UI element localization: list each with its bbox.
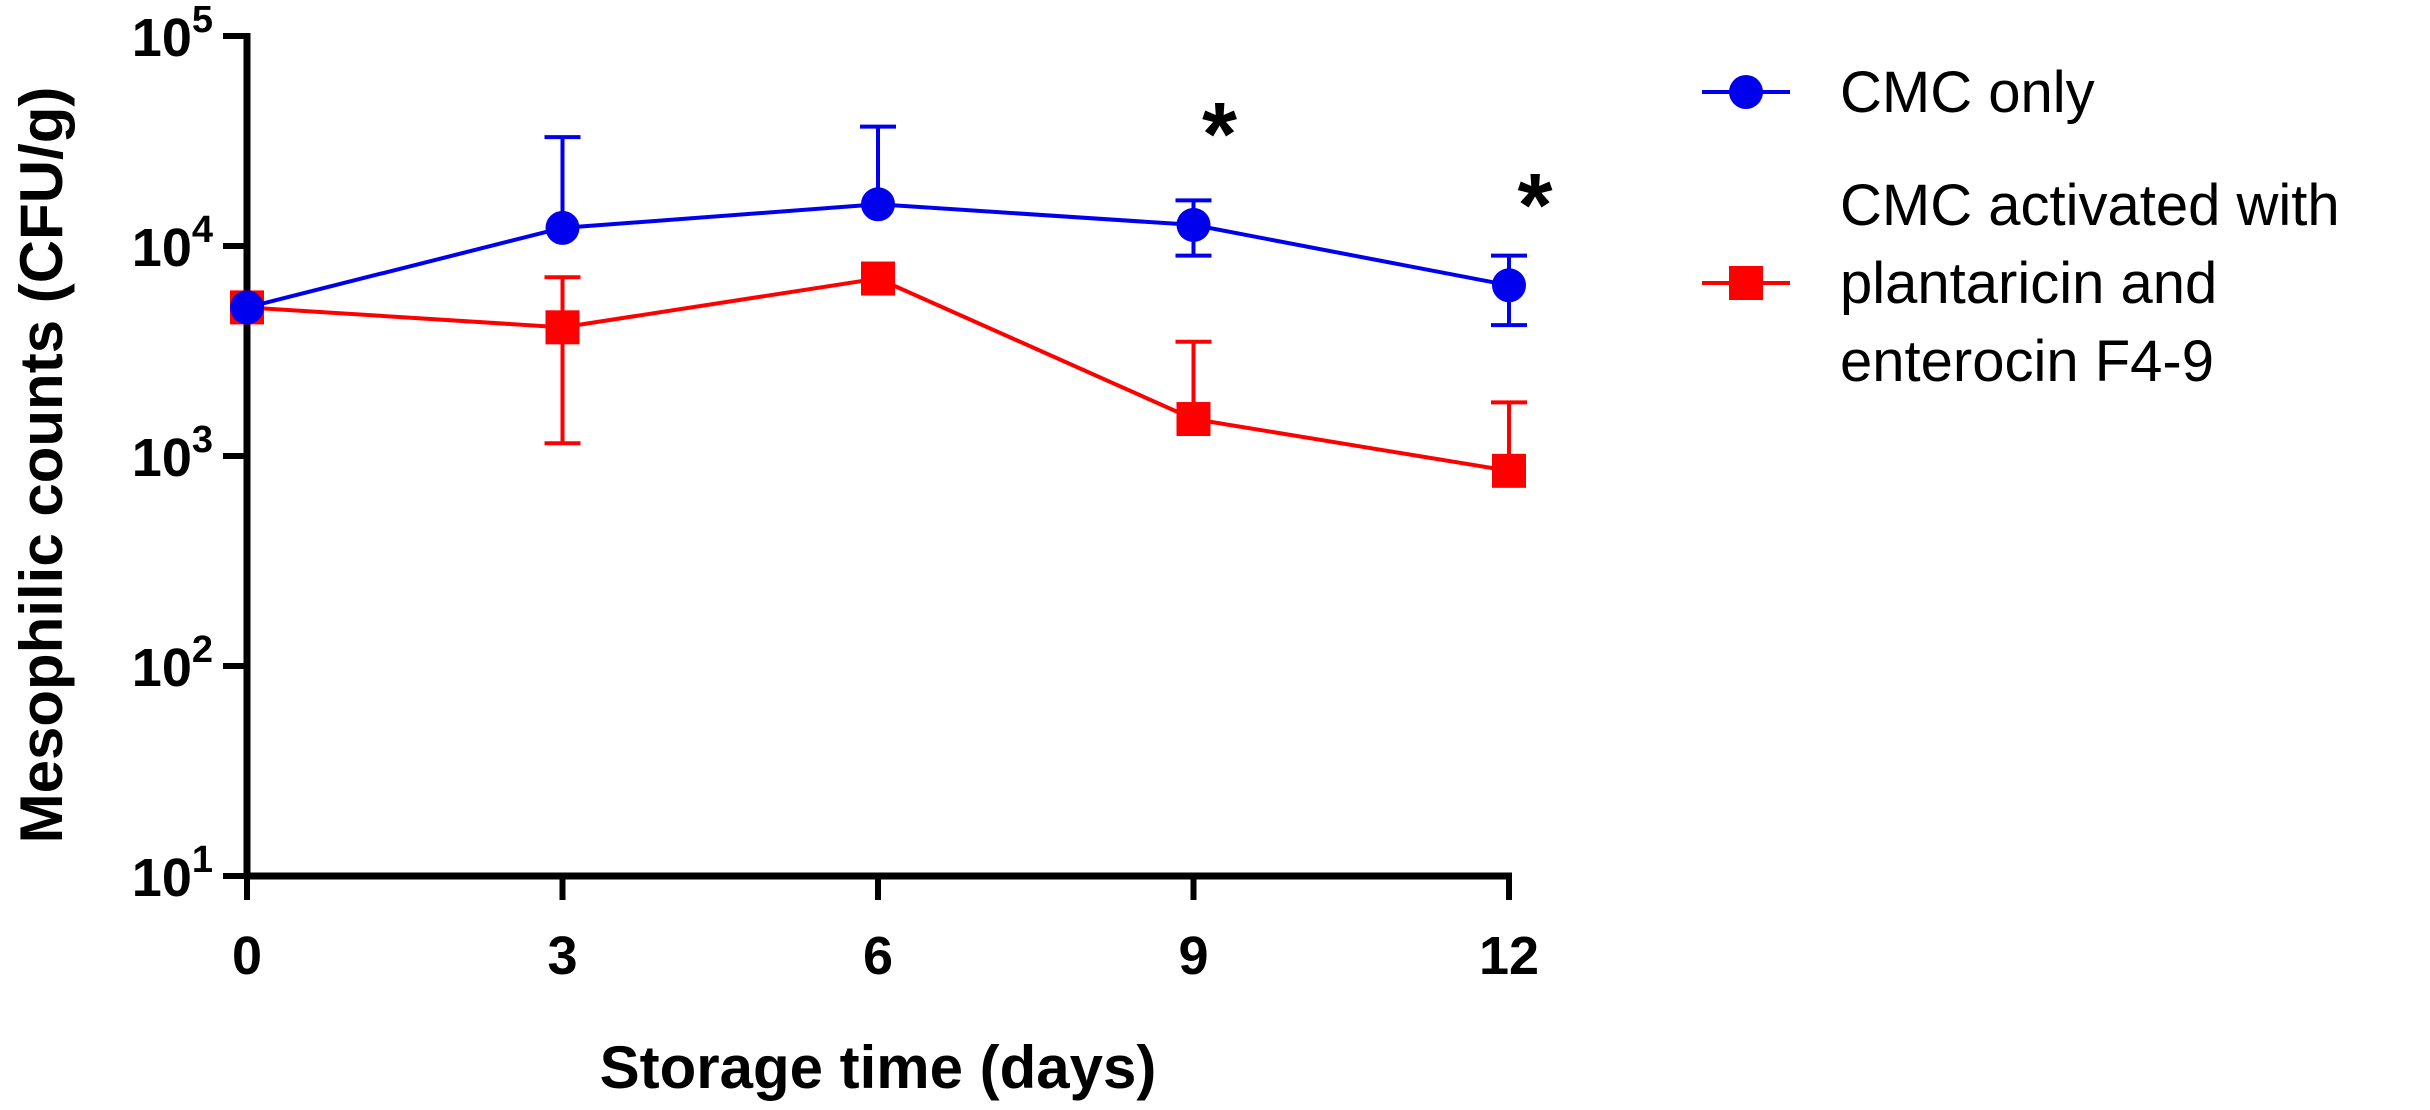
legend-entry: CMC activated with plantaricin and enteroc… [1702, 173, 2340, 394]
legend-label: enterocin F4-9 [1840, 329, 2214, 394]
data-point [861, 187, 895, 222]
x-tick-label: 12 [1479, 926, 1539, 986]
x-tick-label: 3 [547, 926, 577, 986]
legend-marker [1729, 266, 1763, 300]
y-tick-label: 103 [132, 419, 213, 488]
legend-entry: CMC only [1702, 60, 2095, 125]
y-axis-title: Mesophilic counts (CFU/g) [8, 87, 75, 844]
x-axis-title: Storage time (days) [600, 1034, 1157, 1101]
significance-asterisk: * [1202, 85, 1237, 185]
significance-asterisk: * [1517, 156, 1552, 256]
series-cmc-only [230, 124, 1527, 328]
data-point [1176, 207, 1211, 242]
data-point [861, 261, 895, 296]
y-tick-label: 102 [132, 629, 213, 698]
x-tick-label: 6 [863, 926, 893, 986]
legend-marker [1729, 75, 1763, 109]
data-point [545, 310, 580, 345]
axes: 101 102 103 104 105 0 3 6 9 12 [132, 0, 1539, 986]
legend-label: CMC activated with [1840, 173, 2340, 238]
data-point [1492, 268, 1526, 303]
data-point [545, 210, 580, 245]
y-tick-label: 104 [132, 209, 213, 278]
y-tick-label: 105 [132, 0, 213, 68]
legend-label: CMC only [1840, 60, 2095, 125]
annotations: ** [1202, 85, 1553, 256]
data-point [1176, 402, 1211, 437]
x-tick-label: 9 [1178, 926, 1208, 986]
legend-label: plantaricin and [1840, 251, 2217, 316]
x-tick-label: 0 [232, 926, 262, 986]
data-point [1492, 453, 1526, 488]
legend: CMC only CMC activated with plantaricin an… [1702, 60, 2340, 394]
series-line [246, 276, 1510, 473]
series-layer [230, 124, 1527, 488]
y-tick-label: 101 [132, 839, 213, 908]
series-cmc-activated [230, 261, 1527, 488]
data-point [230, 290, 264, 325]
